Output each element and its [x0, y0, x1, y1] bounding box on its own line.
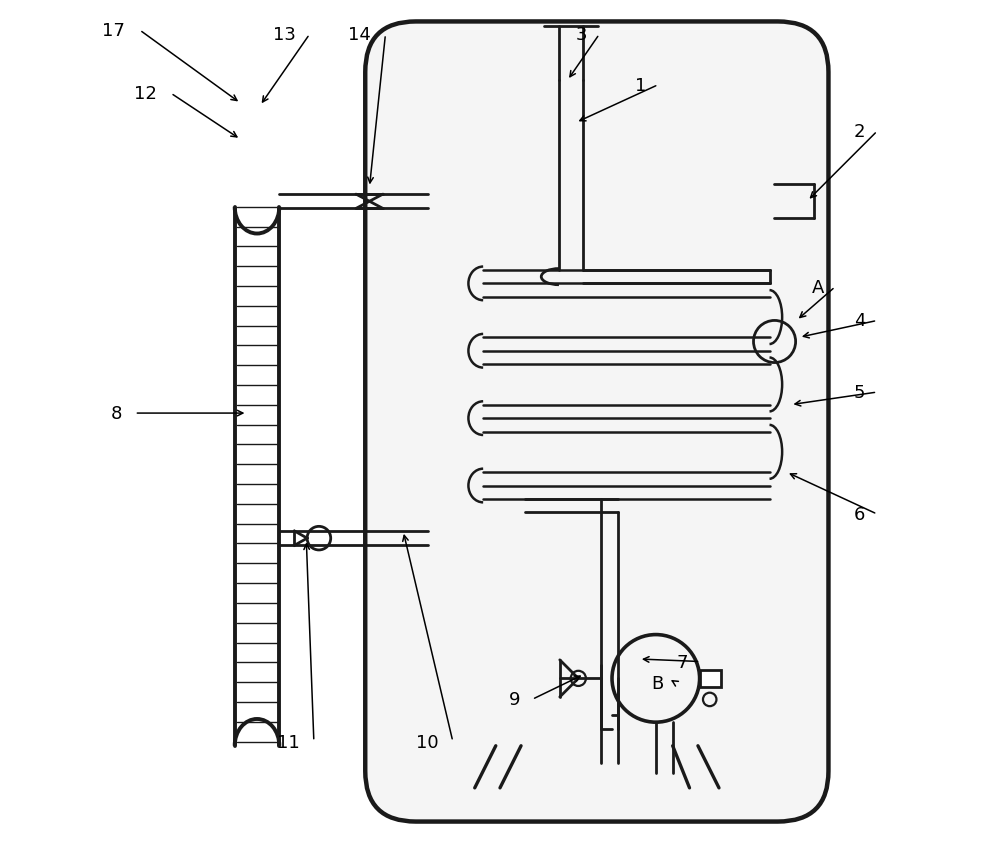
Text: 10: 10 — [416, 733, 438, 750]
Text: 14: 14 — [348, 26, 371, 44]
Bar — [700, 670, 721, 687]
Text: 8: 8 — [111, 404, 122, 423]
Text: 6: 6 — [854, 506, 865, 523]
Text: 9: 9 — [508, 690, 520, 709]
Text: 1: 1 — [635, 77, 646, 95]
Text: 12: 12 — [134, 85, 157, 103]
FancyBboxPatch shape — [365, 23, 828, 821]
Text: 4: 4 — [854, 312, 865, 330]
Text: B: B — [652, 674, 664, 692]
Text: A: A — [812, 279, 824, 296]
Text: 11: 11 — [277, 733, 300, 750]
Text: 13: 13 — [273, 26, 295, 44]
Text: 5: 5 — [854, 383, 865, 402]
Text: 17: 17 — [102, 22, 125, 40]
Text: 2: 2 — [854, 122, 865, 141]
Text: 3: 3 — [576, 26, 587, 44]
Text: 7: 7 — [677, 652, 688, 671]
